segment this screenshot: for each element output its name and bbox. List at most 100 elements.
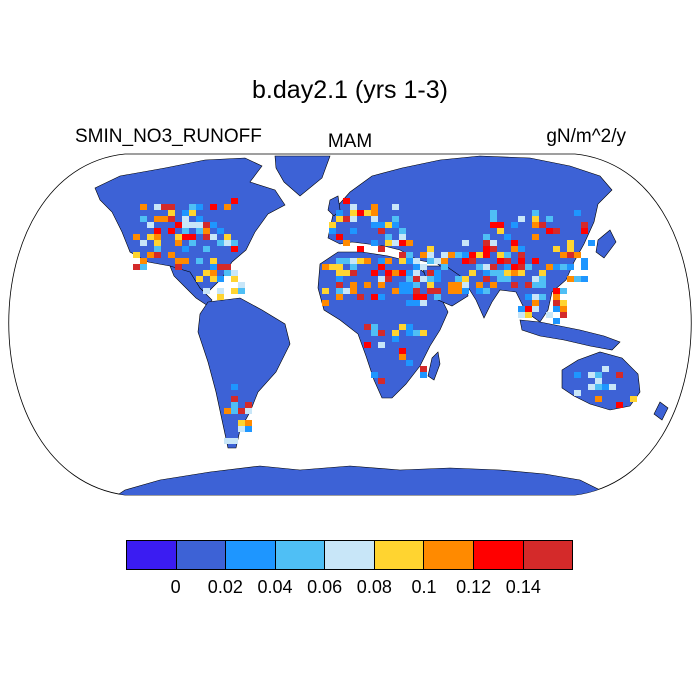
value-cell [168, 204, 175, 210]
value-cell [392, 240, 399, 246]
value-cell [210, 264, 217, 270]
value-cell [413, 300, 420, 306]
value-cell [322, 264, 329, 270]
units-label: gN/m^2/y [546, 126, 626, 147]
value-cell [399, 270, 406, 276]
value-cell [140, 204, 147, 210]
value-cell [231, 396, 238, 402]
value-cell [476, 282, 483, 288]
value-cell [168, 252, 175, 258]
value-cell [196, 228, 203, 234]
value-cell [182, 228, 189, 234]
value-cell [560, 300, 567, 306]
value-cell [399, 288, 406, 294]
value-cell [497, 252, 504, 258]
value-cell [427, 252, 434, 258]
value-cell [581, 228, 588, 234]
value-cell [420, 300, 427, 306]
value-cell [399, 354, 406, 360]
value-cell [539, 222, 546, 228]
value-cell [553, 228, 560, 234]
value-cell [581, 276, 588, 282]
value-cell [434, 258, 441, 264]
value-cell [413, 288, 420, 294]
value-cell [343, 258, 350, 264]
value-cell [231, 198, 238, 204]
value-cell [182, 210, 189, 216]
value-cell [238, 420, 245, 426]
value-cell [532, 258, 539, 264]
value-cell [364, 210, 371, 216]
value-cell [483, 276, 490, 282]
value-cell [602, 384, 609, 390]
value-cell [133, 264, 140, 270]
value-cell [336, 282, 343, 288]
value-cell [350, 216, 357, 222]
value-cell [588, 372, 595, 378]
value-cell [553, 300, 560, 306]
value-cell [427, 276, 434, 282]
value-cell [525, 264, 532, 270]
value-cell [238, 282, 245, 288]
colorbar-tick-label: 0.06 [307, 577, 343, 597]
colorbar-swatch-2 [226, 541, 276, 569]
value-cell [595, 378, 602, 384]
value-cell [497, 258, 504, 264]
value-cell [490, 216, 497, 222]
value-cell [525, 294, 532, 300]
value-cell [371, 216, 378, 222]
value-cell [469, 252, 476, 258]
colorbar-tick-label: 0 [170, 577, 181, 597]
value-cell [413, 276, 420, 282]
value-cell [567, 276, 574, 282]
greenland [274, 155, 331, 197]
value-cell [413, 282, 420, 288]
colorbar-swatch-0 [127, 541, 177, 569]
value-cell [238, 288, 245, 294]
value-cell [336, 258, 343, 264]
value-cell [392, 216, 399, 222]
value-cell [434, 270, 441, 276]
value-cell [469, 258, 476, 264]
value-cell [245, 408, 252, 414]
value-cell [602, 366, 609, 372]
value-cell [371, 222, 378, 228]
value-cell [371, 210, 378, 216]
value-cell [399, 252, 406, 258]
value-cell [196, 276, 203, 282]
value-cell [504, 270, 511, 276]
value-cell [441, 264, 448, 270]
value-cell [154, 228, 161, 234]
value-cell [203, 246, 210, 252]
value-cell [413, 330, 420, 336]
value-cell [574, 390, 581, 396]
value-cell [343, 270, 350, 276]
value-cell [203, 222, 210, 228]
value-cell [504, 264, 511, 270]
colorbar-tick-label: 0.14 [505, 577, 541, 597]
value-cell [462, 288, 469, 294]
value-cell [161, 204, 168, 210]
value-cell [490, 270, 497, 276]
value-cell [532, 216, 539, 222]
value-cell [532, 282, 539, 288]
value-cell [196, 204, 203, 210]
value-cell [525, 312, 532, 318]
value-cell [147, 252, 154, 258]
colorbar-swatch-1 [176, 541, 227, 569]
value-cell [378, 294, 385, 300]
value-cell [385, 258, 392, 264]
value-cell [385, 270, 392, 276]
value-cell [392, 288, 399, 294]
value-cell [420, 372, 427, 378]
value-cell [483, 234, 490, 240]
value-cell [595, 396, 602, 402]
value-cell [518, 216, 525, 222]
value-cell [518, 258, 525, 264]
value-cell [154, 240, 161, 246]
colorbar-ticks: 0 0.02 0.04 0.06 0.08 0.1 0.12 0.14 [0, 577, 700, 601]
value-cell [532, 210, 539, 216]
value-cell [231, 270, 238, 276]
value-cell [336, 288, 343, 294]
